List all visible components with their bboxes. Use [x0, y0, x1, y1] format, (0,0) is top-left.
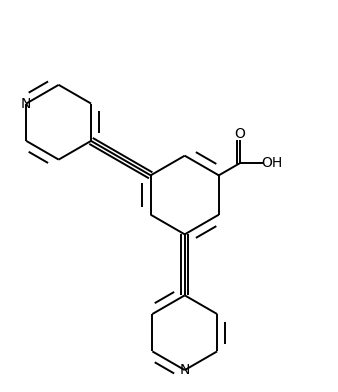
- Text: N: N: [21, 96, 31, 111]
- Text: N: N: [179, 363, 190, 377]
- Text: OH: OH: [261, 156, 282, 170]
- Text: O: O: [235, 127, 245, 141]
